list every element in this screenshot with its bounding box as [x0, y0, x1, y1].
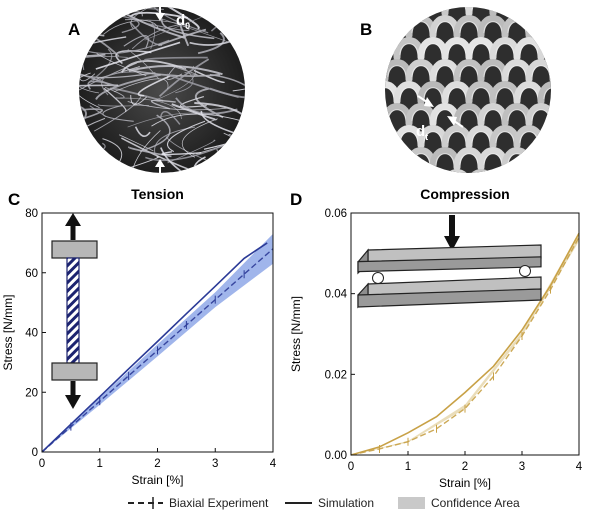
thickness-arrow-bottom — [155, 159, 165, 178]
fabric-photo-a: d0 — [79, 3, 245, 178]
panel-letter-c: C — [8, 190, 20, 209]
compression-chart: Compression 0 1 2 3 4 0.00 0.02 0.04 0.06 Strain [… — [289, 186, 583, 490]
tension-xtick-label: 3 — [212, 458, 218, 470]
compression-experiment-line — [350, 236, 580, 456]
legend-confidence-label: Confidence Area — [431, 496, 520, 510]
legend-confidence: Confidence Area — [398, 496, 520, 510]
panel-letter-b: B — [360, 20, 372, 39]
compression-xtick-label: 1 — [405, 461, 411, 473]
tension-simulation-line — [41, 242, 268, 453]
tension-ytick-label: 80 — [25, 208, 38, 220]
legend: Biaxial Experiment Simulation Confidence… — [128, 496, 520, 510]
tension-xtick-label: 1 — [97, 458, 103, 470]
tension-xtick-label: 0 — [39, 458, 45, 470]
tension-test-icon — [51, 213, 98, 409]
tension-ytick-label: 60 — [25, 268, 38, 280]
tension-xlabel: Strain [%] — [131, 473, 183, 487]
thickness-arrow-right — [447, 116, 464, 128]
legend-experiment-label: Biaxial Experiment — [169, 496, 269, 510]
tension-ytick-label: 40 — [25, 328, 38, 340]
compression-xtick-label: 0 — [348, 461, 354, 473]
annotation-dt: dt — [416, 123, 428, 142]
legend-simulation: Simulation — [285, 496, 374, 510]
panel-letter-d: D — [290, 190, 302, 209]
compression-ytick-label: 0.06 — [325, 208, 347, 220]
compression-ytick-label: 0.02 — [325, 369, 347, 381]
thickness-arrow-left — [417, 95, 434, 107]
thickness-arrow-top — [155, 3, 165, 21]
annotation-d0: d0 — [176, 12, 190, 31]
compression-xtick-label: 3 — [519, 461, 525, 473]
compression-title: Compression — [420, 186, 509, 202]
compression-ylabel: Stress [N/mm] — [289, 296, 303, 372]
compression-test-icon — [357, 215, 542, 309]
compression-ytick-label: 0.04 — [325, 289, 348, 301]
legend-simulation-label: Simulation — [318, 496, 374, 510]
tension-ytick-label: 20 — [25, 387, 38, 399]
tension-title: Tension — [131, 186, 184, 202]
legend-experiment: Biaxial Experiment — [128, 496, 269, 510]
tension-ylabel: Stress [N/mm] — [1, 294, 15, 370]
compression-xtick-label: 4 — [576, 461, 583, 473]
panel-letter-a: A — [68, 20, 80, 39]
tension-ytick-label: 0 — [32, 447, 38, 459]
tension-xtick-label: 2 — [154, 458, 160, 470]
compression-xtick-label: 2 — [462, 461, 468, 473]
fabric-photo-b: dt — [385, 7, 551, 173]
compression-ytick-label: 0.00 — [325, 450, 347, 462]
compression-xlabel: Strain [%] — [439, 476, 491, 490]
tension-xtick-label: 4 — [270, 458, 277, 470]
legend-confidence-swatch — [398, 497, 425, 509]
